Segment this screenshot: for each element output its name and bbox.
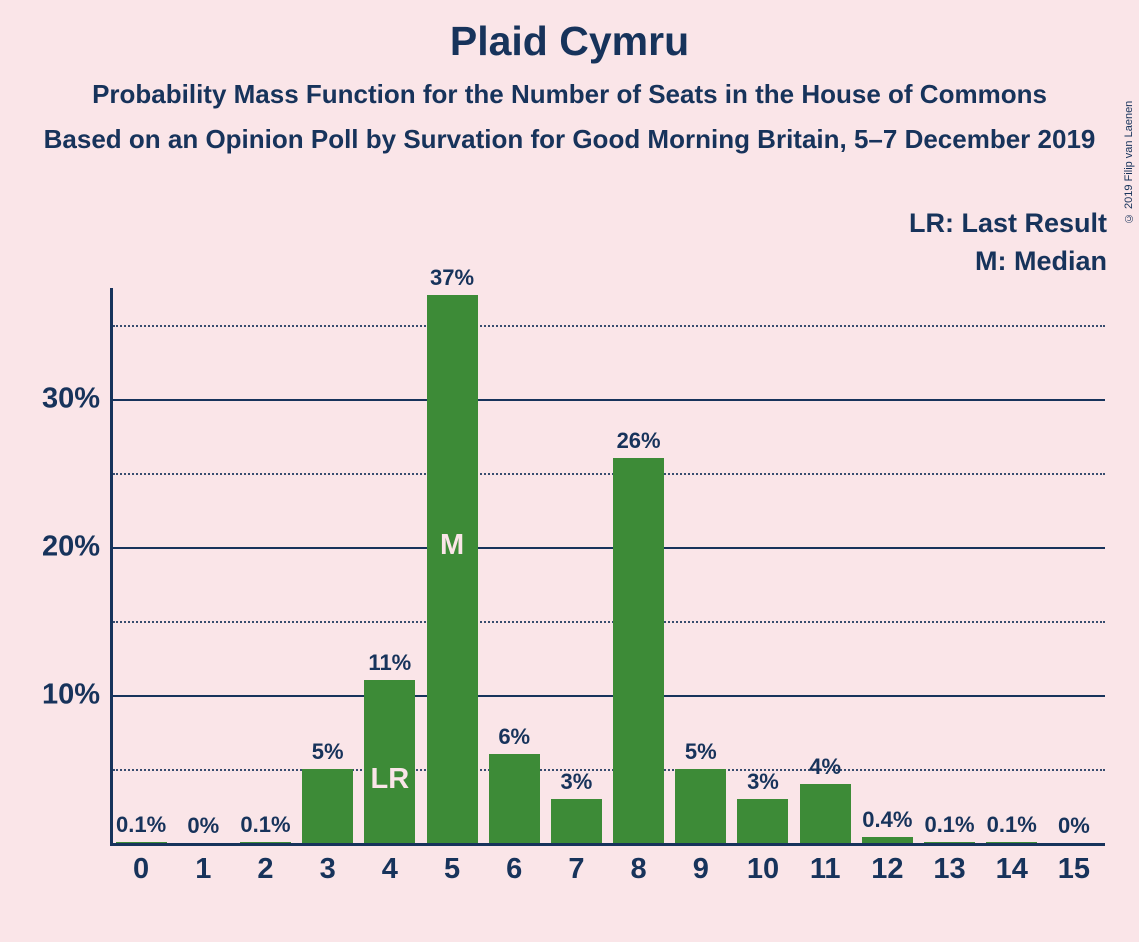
chart-subtitle-1: Probability Mass Function for the Number…: [0, 79, 1139, 110]
chart-subtitle-2: Based on an Opinion Poll by Survation fo…: [0, 124, 1139, 155]
x-tick-label: 5: [444, 853, 460, 886]
y-axis: [110, 288, 113, 846]
chart-title: Plaid Cymru: [0, 18, 1139, 65]
legend-lr: LR: Last Result: [909, 208, 1107, 239]
x-tick-label: 7: [568, 853, 584, 886]
x-tick-label: 3: [320, 853, 336, 886]
x-tick-label: 10: [747, 853, 779, 886]
x-tick-label: 1: [195, 853, 211, 886]
bar-value-label: 0.1%: [924, 812, 974, 838]
bar: [116, 842, 167, 843]
bar-value-label: 0.1%: [240, 812, 290, 838]
gridline-minor: [113, 473, 1105, 475]
bar-value-label: 0%: [1058, 813, 1090, 839]
x-tick-label: 13: [933, 853, 965, 886]
bar-value-label: 0.1%: [116, 812, 166, 838]
x-tick-label: 15: [1058, 853, 1090, 886]
gridline-minor: [113, 621, 1105, 623]
gridline-major: [113, 547, 1105, 549]
bar: [240, 842, 291, 843]
bar-value-label: 0.4%: [862, 807, 912, 833]
bar: [924, 842, 975, 843]
x-tick-label: 14: [996, 853, 1028, 886]
bar-value-label: 6%: [498, 724, 530, 750]
copyright-text: © 2019 Filip van Laenen: [1123, 24, 1135, 224]
bar-value-label: 5%: [312, 739, 344, 765]
bar-value-label: 3%: [747, 769, 779, 795]
y-tick-label: 30%: [10, 383, 100, 416]
bar: [489, 754, 540, 843]
bar-value-label: 0%: [187, 813, 219, 839]
bar: [302, 769, 353, 843]
gridline-major: [113, 695, 1105, 697]
gridline-major: [113, 399, 1105, 401]
y-tick-label: 20%: [10, 531, 100, 564]
x-tick-label: 8: [631, 853, 647, 886]
bar: [427, 295, 478, 843]
chart-plot-area: 10%20%30%0.1%00%10.1%25%311%437%56%63%72…: [110, 288, 1105, 843]
bar-value-label: 4%: [809, 754, 841, 780]
gridline-minor: [113, 325, 1105, 327]
bar-annotation: M: [440, 529, 464, 562]
bar-value-label: 3%: [561, 769, 593, 795]
bar: [862, 837, 913, 843]
bar-value-label: 0.1%: [987, 812, 1037, 838]
bar-value-label: 5%: [685, 739, 717, 765]
bar: [613, 458, 664, 843]
bar: [364, 680, 415, 843]
x-tick-label: 6: [506, 853, 522, 886]
x-tick-label: 11: [810, 853, 841, 886]
x-tick-label: 9: [693, 853, 709, 886]
bar: [800, 784, 851, 843]
legend-m: M: Median: [975, 246, 1107, 277]
bar-annotation: LR: [371, 763, 410, 796]
bar: [986, 842, 1037, 843]
y-tick-label: 10%: [10, 679, 100, 712]
x-tick-label: 2: [257, 853, 273, 886]
bar-value-label: 11%: [368, 650, 411, 676]
gridline-minor: [113, 769, 1105, 771]
x-tick-label: 0: [133, 853, 149, 886]
bar: [551, 799, 602, 843]
x-tick-label: 12: [871, 853, 903, 886]
x-tick-label: 4: [382, 853, 398, 886]
x-axis: [110, 843, 1105, 846]
bar: [675, 769, 726, 843]
bar: [737, 799, 788, 843]
bar-value-label: 37%: [430, 265, 474, 291]
bar-value-label: 26%: [617, 428, 661, 454]
